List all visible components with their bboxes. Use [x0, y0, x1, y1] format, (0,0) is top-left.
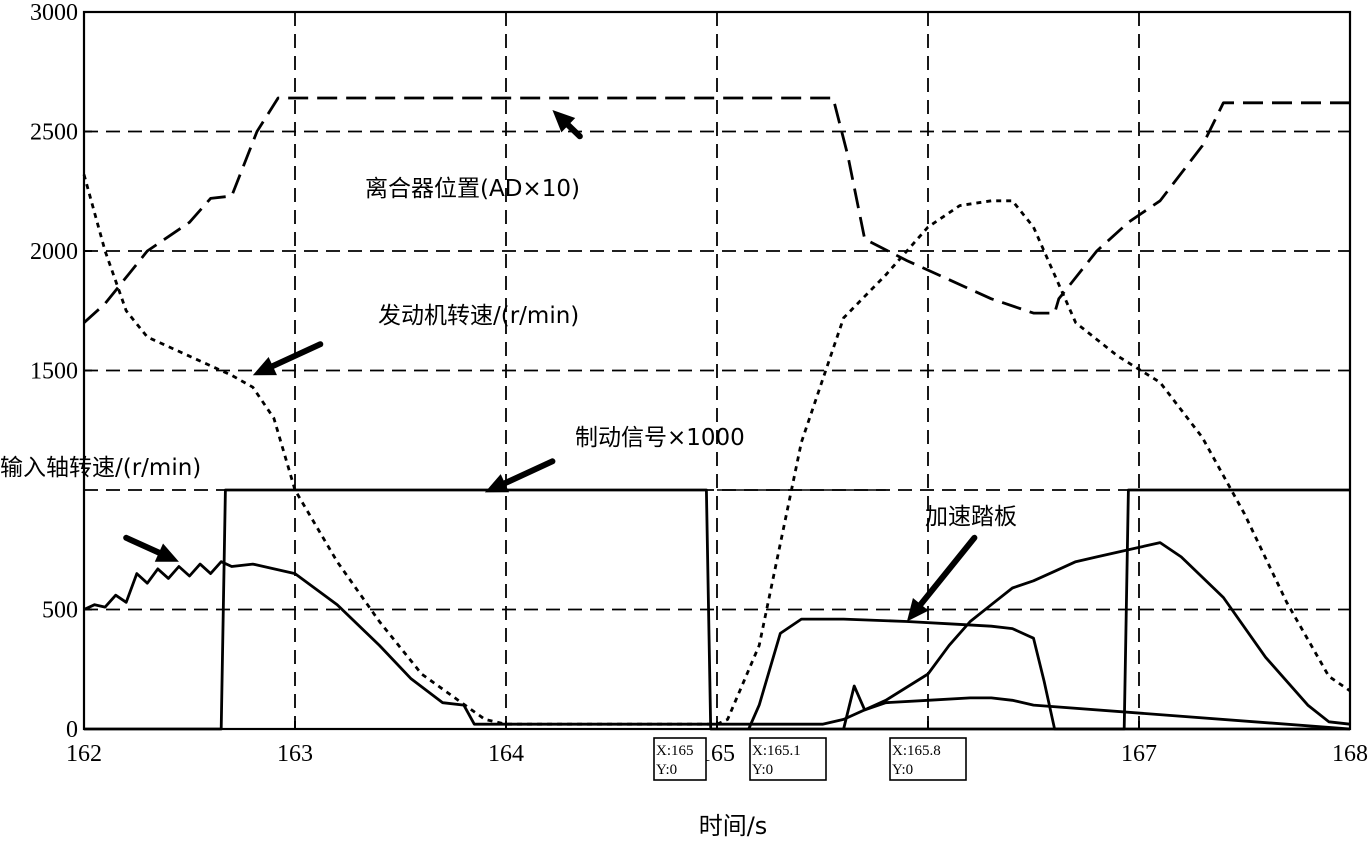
- series-line-0: [83, 96, 1350, 324]
- datatip-x: X:165.8: [892, 743, 941, 759]
- x-tick-label: 164: [488, 741, 524, 767]
- datatip-y: Y:0: [752, 762, 773, 778]
- x-tick-label: 162: [66, 741, 102, 767]
- arrows: [123, 109, 978, 622]
- y-tick-label: 500: [42, 598, 78, 624]
- datatip: X:165.8 Y:0: [889, 737, 967, 781]
- labels: 离合器位置(AD×10) 发动机转速/(r/min) 制动信号×1000 输入轴…: [0, 176, 1017, 840]
- datatip-x: X:165: [656, 743, 694, 759]
- y-tick-label: 3000: [30, 0, 78, 26]
- series-line-5: [842, 684, 1351, 731]
- input-shaft-speed-label: 输入轴转速/(r/min): [0, 455, 201, 481]
- accelerator-pedal-label: 加速踏板: [925, 504, 1017, 530]
- datatip-y: Y:0: [656, 762, 677, 778]
- datatip-y: Y:0: [892, 762, 913, 778]
- brake-signal-label: 制动信号×1000: [575, 425, 745, 451]
- arrow-clutch: [552, 109, 583, 140]
- series-line-3: [83, 541, 1351, 726]
- arrow-accelerator: [906, 534, 978, 622]
- datatip: X:165 Y:0: [653, 737, 707, 781]
- x-tick-label: 168: [1332, 741, 1368, 767]
- x-tick-label: 167: [1121, 741, 1157, 767]
- clutter-position-label: 离合器位置(AD×10): [365, 176, 580, 202]
- series-line-2: [84, 488, 1350, 731]
- arrow-input-shaft: [123, 534, 179, 562]
- series-line-1: [82, 174, 1351, 726]
- datatip: X:165.1 Y:0: [749, 737, 827, 781]
- x-tick-label: 163: [277, 741, 313, 767]
- y-tick-label: 2000: [30, 239, 78, 265]
- arrow-engine: [252, 341, 324, 376]
- y-tick-label: 0: [66, 717, 78, 743]
- y-tick-label: 1500: [30, 359, 78, 385]
- y-tick-label: 2500: [30, 120, 78, 146]
- x-axis-label: 时间/s: [699, 812, 768, 840]
- engine-speed-label: 发动机转速/(r/min): [378, 303, 579, 329]
- arrow-brake: [484, 458, 556, 493]
- series-group: [82, 96, 1351, 731]
- datatips: X:165 Y:0 X:165.1 Y:0 X:165.8 Y:0: [653, 737, 967, 781]
- series-line-4: [747, 617, 1350, 731]
- datatip-x: X:165.1: [752, 743, 801, 759]
